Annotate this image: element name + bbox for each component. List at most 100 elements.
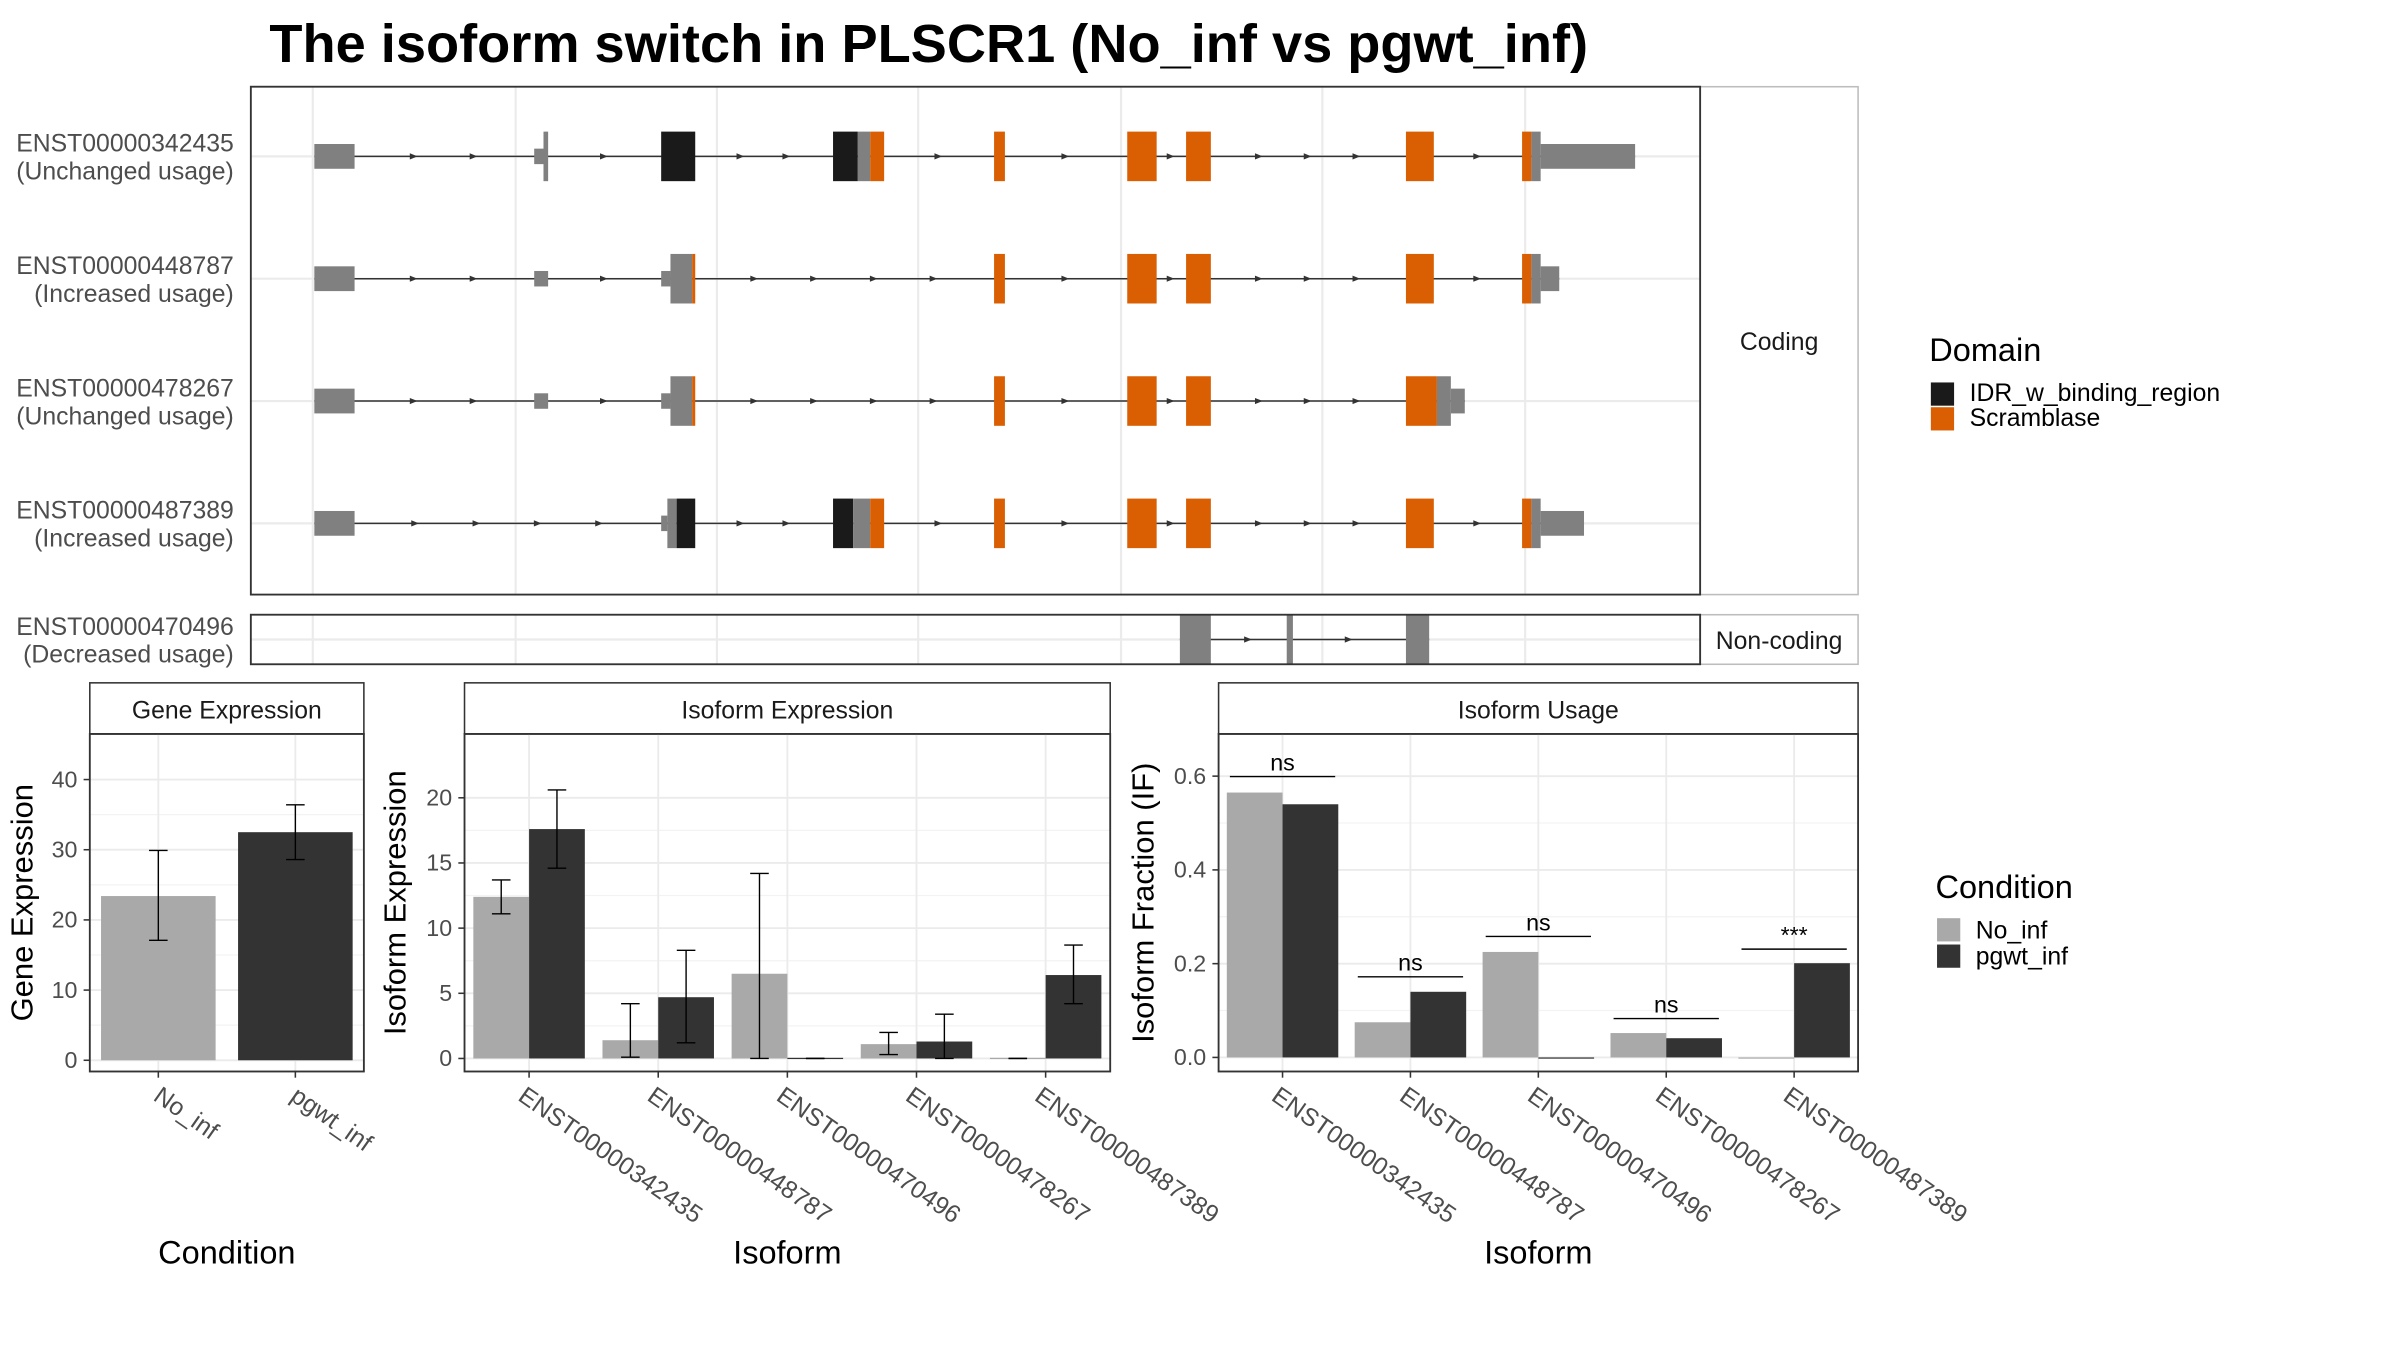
intron-arrow — [409, 153, 418, 160]
intron-arrow — [1352, 153, 1361, 160]
exon — [853, 498, 871, 549]
y-tick-label: 10 — [426, 915, 452, 941]
exon — [994, 253, 1005, 304]
x-axis-title: Condition — [158, 1234, 295, 1270]
intron-arrow — [469, 153, 478, 160]
intron-arrow — [595, 520, 603, 527]
intron-arrow — [600, 275, 608, 282]
gene-expression-chart: Gene Expression 0 10 20 30 40 No_inf pgwt_inf Co… — [5, 682, 377, 1270]
exon — [833, 498, 854, 549]
y-tick-label: 40 — [52, 766, 78, 792]
exon — [1405, 131, 1434, 182]
exon — [692, 376, 696, 426]
intron-arrow — [782, 153, 791, 160]
exon — [1127, 131, 1157, 182]
exon — [661, 131, 696, 182]
exon — [1531, 131, 1541, 182]
exon — [857, 131, 871, 182]
y-axis-title: Isoform Fraction (IF) — [1126, 763, 1161, 1043]
facet-strip-coding — [1699, 85, 1859, 596]
y-tick-label: 0.0 — [1174, 1044, 1206, 1070]
y-tick-label: 10 — [52, 977, 78, 1003]
y-tick-label: 20 — [52, 907, 78, 933]
exon — [661, 515, 668, 532]
exon — [1450, 388, 1465, 414]
domain-legend-key — [1930, 382, 1955, 406]
domain-legend-label: IDR_w_binding_region — [1970, 380, 2221, 407]
exon — [870, 131, 885, 182]
transcript-id-label: ENST00000342435 — [16, 131, 234, 158]
bar — [1226, 792, 1283, 1058]
transcript-id-label: ENST00000478267 — [16, 375, 234, 402]
intron-arrow — [1061, 397, 1070, 405]
exon — [1186, 253, 1211, 304]
transcript-usage-label: (Unchanged usage) — [16, 403, 234, 430]
exon — [994, 131, 1005, 182]
noncoding-panel-border — [249, 613, 1702, 666]
exon — [676, 498, 696, 549]
x-tick-label: No_inf — [149, 1082, 223, 1145]
intron-arrow — [1352, 275, 1361, 282]
intron-arrow — [810, 275, 818, 282]
transcript-ENST00000478267: ENST00000478267(Unchanged usage) — [16, 375, 1465, 430]
bar — [1538, 1057, 1595, 1059]
y-tick-label: 0 — [64, 1047, 77, 1073]
exon — [1405, 498, 1434, 549]
intron-arrow — [1254, 153, 1263, 160]
transcript-usage-label: (Decreased usage) — [23, 642, 234, 669]
y-tick-label: 0 — [439, 1045, 452, 1071]
intron-arrow — [411, 520, 419, 527]
intron-arrow — [1473, 520, 1482, 527]
significance-label: *** — [1781, 922, 1808, 948]
intron-arrow — [1244, 636, 1252, 643]
x-axis-title: Isoform — [1484, 1234, 1592, 1270]
exon — [314, 388, 355, 414]
exon — [1522, 253, 1532, 304]
exon — [994, 376, 1005, 426]
chart-title-strip — [89, 682, 365, 735]
transcript-structure-panel: CodingNon-codingENST00000342435(Unchange… — [16, 85, 1859, 669]
intron-arrow — [469, 397, 478, 405]
y-tick-label: 5 — [439, 980, 452, 1006]
bar — [1794, 963, 1850, 1058]
exon — [534, 270, 549, 287]
intron-arrow — [1061, 520, 1070, 527]
exon — [314, 266, 355, 292]
bar — [1410, 991, 1467, 1058]
exon — [314, 144, 355, 169]
domain-legend-title: Domain — [1929, 332, 2041, 368]
bar — [1354, 1022, 1411, 1058]
figure-title: The isoform switch in PLSCR1 (No_inf vs … — [269, 14, 1588, 74]
intron-arrow — [750, 275, 759, 282]
intron-arrow — [810, 397, 818, 405]
intron-arrow — [934, 520, 943, 527]
domain-legend-label: Scramblase — [1970, 405, 2101, 432]
intron-arrow — [1473, 153, 1482, 160]
exon — [1286, 614, 1293, 665]
y-tick-label: 0.4 — [1174, 857, 1206, 883]
y-tick-label: 20 — [426, 785, 452, 811]
exon — [314, 510, 355, 536]
chart-title: Isoform Expression — [681, 697, 893, 724]
intron-arrow — [600, 397, 608, 405]
intron-arrow — [1166, 397, 1175, 405]
y-tick-label: 15 — [426, 850, 452, 876]
exon — [1186, 131, 1211, 182]
exon — [534, 393, 549, 409]
exon — [1405, 253, 1434, 304]
exon — [543, 131, 549, 182]
intron-arrow — [750, 397, 759, 405]
bar — [1738, 1057, 1795, 1059]
exon — [1186, 376, 1211, 426]
intron-arrow — [1352, 397, 1361, 405]
exon — [1540, 510, 1585, 536]
exon — [1127, 498, 1157, 549]
exon — [870, 498, 885, 549]
transcript-id-label: ENST00000487389 — [16, 498, 234, 525]
exon — [1540, 144, 1636, 169]
exon — [661, 393, 671, 409]
transcript-ENST00000470496: ENST00000470496(Decreased usage) — [16, 614, 1430, 669]
intron-arrow — [1254, 397, 1263, 405]
exon — [534, 148, 544, 165]
exon — [1531, 498, 1541, 549]
